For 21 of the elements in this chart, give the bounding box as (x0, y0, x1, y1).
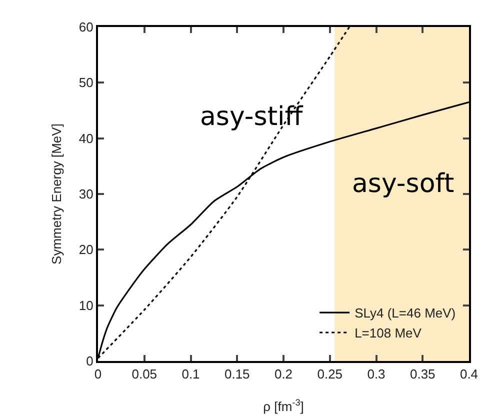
y-tick-label: 40 (78, 130, 94, 146)
y-tick-label: 60 (78, 20, 94, 35)
legend-label: SLy4 (L=46 MeV) (354, 306, 456, 321)
x-tick-label: 0.3 (367, 366, 386, 382)
annotation: asy-stiff (200, 102, 304, 132)
x-tick-label: 0.2 (274, 366, 293, 382)
x-tick-label: 0.4 (460, 366, 478, 382)
y-tick-label: 0 (86, 354, 94, 369)
y-tick-label: 10 (78, 298, 94, 313)
annotation: asy-soft (352, 169, 454, 199)
x-tick-label: 0.15 (224, 366, 250, 382)
x-tick-label: 0.1 (182, 366, 200, 382)
y-tick-label: 30 (78, 186, 94, 202)
x-tick-label: 0.05 (132, 366, 158, 382)
legend-label: L=108 MeV (354, 326, 422, 341)
y-tick-label: 50 (78, 75, 94, 90)
x-tick-label: 0.35 (410, 366, 436, 382)
y-axis-title: Symmetry Energy [MeV] (49, 124, 64, 264)
y-tick-label: 20 (78, 242, 94, 258)
x-axis-title: ρ [fm$^{-3}$] (263, 398, 304, 414)
x-tick-label: 0.25 (317, 366, 343, 382)
